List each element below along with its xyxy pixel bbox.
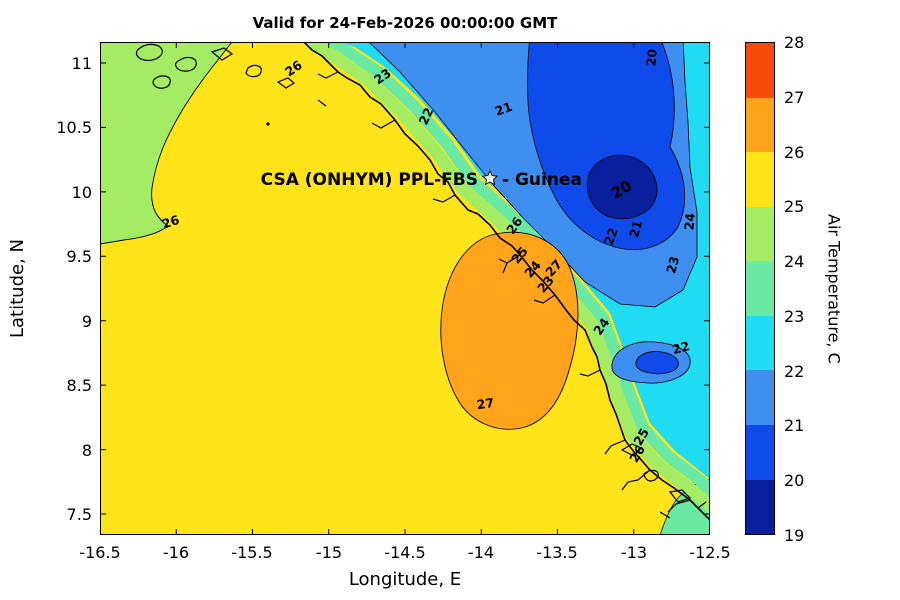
colorbar-tick-label: 26	[784, 143, 805, 162]
colorbar-tick-label: 22	[784, 362, 805, 381]
contour-label: 21	[493, 99, 514, 119]
colorbar-band-23-24	[746, 261, 774, 316]
contour-label: 24	[681, 212, 697, 231]
contour-map-svg: CSA (ONHYM) PPL-FBS - Guinea 26 26 23 22…	[100, 42, 710, 535]
y-tick-label: 8	[81, 441, 92, 460]
estuary-paths	[317, 71, 691, 513]
colorbar-tick-label: 19	[784, 526, 805, 545]
cold-core-19c	[586, 154, 658, 220]
colorbar-band-27-28	[746, 43, 774, 98]
y-tick-label: 8.5	[66, 376, 92, 395]
y-tick-label: 10	[71, 183, 92, 202]
plot-title: Valid for 24-Feb-2026 00:00:00 GMT	[252, 14, 558, 32]
y-tick-label: 7.5	[66, 505, 92, 524]
axis-border	[100, 42, 710, 535]
contour-label: 22	[670, 338, 691, 357]
cold-pocket-inner	[635, 351, 679, 375]
x-tick-label: -16	[162, 543, 190, 562]
contour-label: 20	[643, 48, 659, 67]
axis-ticks	[100, 42, 710, 535]
islands-northwest	[135, 43, 327, 107]
colorbar-band-20-21	[746, 424, 774, 480]
overlay-annotation-part1: CSA (ONHYM) PPL-FBS	[261, 170, 478, 190]
y-tick-label: 9.5	[66, 247, 92, 266]
x-tick-label: -14	[467, 543, 495, 562]
colorbar-tick-label: 23	[784, 307, 805, 326]
colorbar-band-25-26	[746, 152, 774, 207]
contour-label: 23	[663, 254, 682, 275]
colorbar-tick-label: 24	[784, 252, 805, 271]
colorbar	[745, 42, 775, 535]
colorbar-tick-label: 27	[784, 88, 805, 107]
colorbar-label: Air Temperature, C	[820, 42, 848, 535]
contour-label: 22	[601, 226, 621, 247]
contour-line-26	[100, 42, 233, 245]
x-axis-label: Longitude, E	[348, 569, 462, 590]
colorbar-tick-label: 28	[784, 33, 805, 52]
map-plot: CSA (ONHYM) PPL-FBS - Guinea 26 26 23 22…	[100, 42, 710, 535]
y-axis-label: Latitude, N	[2, 42, 32, 535]
colorbar-band-22-23	[746, 315, 774, 371]
y-tick-label: 9	[81, 312, 92, 331]
small-island-dot	[266, 122, 270, 126]
contour-label: 21	[626, 218, 645, 239]
y-tick-label: 11	[71, 54, 92, 73]
contour-label: 26	[160, 212, 181, 232]
colorbar-band-19-20	[746, 479, 774, 535]
x-tick-label: -13.5	[536, 543, 578, 562]
colorbar-tick-label: 25	[784, 197, 805, 216]
x-tick-label: -12.5	[689, 543, 731, 562]
contour-label: 22	[415, 105, 436, 127]
x-tick-label: -14.5	[384, 543, 426, 562]
islands-southeast	[620, 443, 707, 519]
y-tick-label: 10.5	[56, 118, 92, 137]
station-star-marker	[481, 169, 499, 186]
y-axis-label-text: Latitude, N	[6, 239, 28, 338]
colorbar-tick-label: 21	[784, 416, 805, 435]
x-tick-label: -16.5	[79, 543, 121, 562]
colorbar-band-26-27	[746, 97, 774, 153]
contour-label: 27	[476, 395, 495, 412]
colorbar-band-24-25	[746, 206, 774, 262]
x-tick-label: -13	[620, 543, 648, 562]
colorbar-tick-label: 20	[784, 471, 805, 490]
colorbar-band-21-22	[746, 370, 774, 425]
x-tick-label: -15	[315, 543, 343, 562]
nw-green-region	[100, 42, 232, 244]
x-tick-label: -15.5	[231, 543, 273, 562]
overlay-annotation-part2: - Guinea	[502, 170, 582, 190]
colorbar-label-text: Air Temperature, C	[824, 213, 844, 364]
